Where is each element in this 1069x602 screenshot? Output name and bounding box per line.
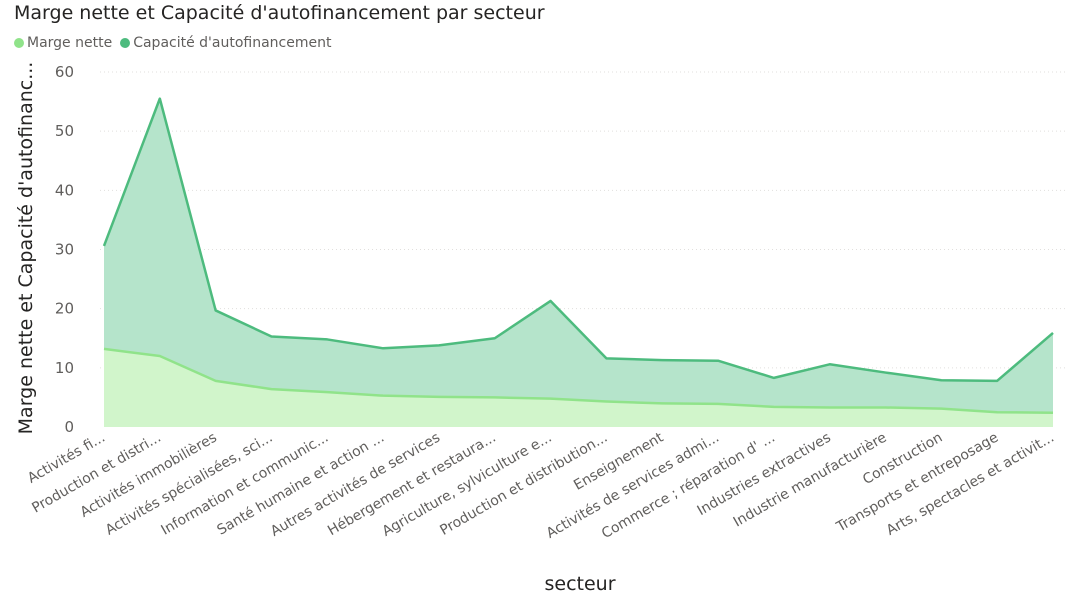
data-point-s0-16: [995, 410, 999, 414]
series-line-1: [102, 97, 1054, 383]
data-point-s0-4: [325, 390, 329, 394]
data-point-s0-8: [549, 397, 553, 401]
data-point-s0-14: [884, 405, 888, 409]
data-point-s1-2: [214, 308, 218, 312]
data-point-s1-9: [604, 356, 608, 360]
data-point-s1-8: [549, 299, 553, 303]
data-point-s0-11: [716, 402, 720, 406]
y-tick-label: 20: [55, 300, 74, 318]
data-point-s0-15: [939, 407, 943, 411]
legend-item-capacite-autofinancement[interactable]: Capacité d'autofinancement: [120, 35, 331, 51]
data-point-s1-4: [325, 337, 329, 341]
data-point-s1-14: [884, 371, 888, 375]
data-point-s1-11: [716, 359, 720, 363]
legend-item-marge-nette[interactable]: Marge nette: [14, 35, 112, 51]
y-tick-label: 60: [55, 63, 74, 81]
data-point-s1-10: [660, 358, 664, 362]
data-point-s1-3: [269, 334, 273, 338]
data-point-s0-10: [660, 401, 664, 405]
x-axis-title: secteur: [544, 573, 616, 595]
data-point-s1-6: [437, 343, 441, 347]
y-tick-label: 40: [55, 181, 74, 199]
data-point-s0-1: [158, 354, 162, 358]
y-tick-label: 10: [55, 359, 74, 377]
data-point-s1-0: [102, 244, 106, 248]
data-point-s0-0: [102, 347, 106, 351]
data-point-s1-13: [828, 362, 832, 366]
legend: Marge nette Capacité d'autofinancement: [14, 35, 331, 51]
legend-marker-icon: [120, 38, 131, 48]
y-tick-label: 50: [55, 122, 74, 140]
data-point-s1-1: [158, 97, 162, 101]
data-point-s0-12: [772, 405, 776, 409]
series-line-0: [103, 347, 1054, 415]
data-point-s1-16: [995, 379, 999, 383]
legend-label: Capacité d'autofinancement: [133, 35, 332, 51]
data-point-s0-5: [381, 394, 385, 398]
data-point-s1-15: [939, 378, 943, 382]
data-point-s0-17: [1051, 411, 1055, 415]
legend-marker-icon: [14, 38, 24, 48]
chart-title: Marge nette et Capacité d'autofinancemen…: [14, 2, 545, 24]
data-point-s0-9: [604, 400, 608, 404]
y-tick-label: 30: [55, 241, 74, 259]
data-point-s1-17: [1051, 331, 1055, 335]
data-point-s0-7: [493, 395, 497, 399]
data-point-s0-2: [214, 379, 218, 383]
data-point-s0-13: [828, 405, 832, 409]
data-point-s1-7: [493, 336, 497, 340]
data-point-s0-3: [269, 387, 273, 391]
data-point-s1-12: [772, 376, 776, 380]
series-area-1: [104, 98, 1053, 427]
y-tick-label: 0: [64, 418, 74, 436]
data-point-s1-5: [381, 346, 385, 350]
data-point-s0-6: [437, 395, 441, 399]
legend-label: Marge nette: [27, 35, 113, 51]
